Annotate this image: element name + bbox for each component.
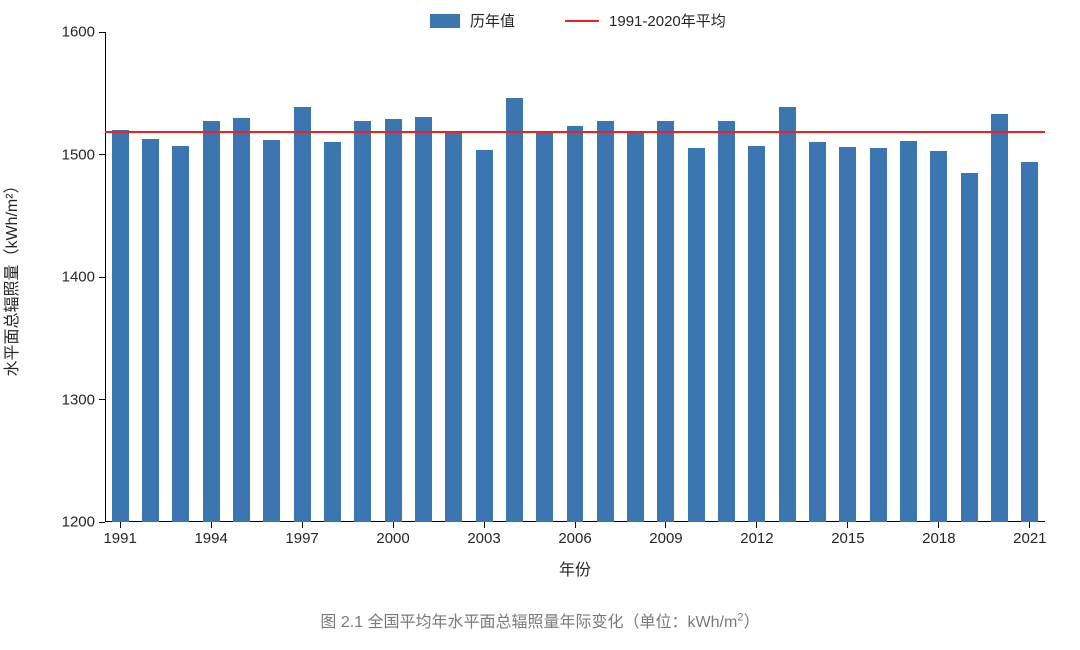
figure-caption: 图 2.1 全国平均年水平面总辐照量年际变化（单位：kWh/m2） xyxy=(320,608,759,632)
y-tick-label: 1400 xyxy=(62,269,105,286)
bar-2007 xyxy=(597,121,614,522)
bar-1998 xyxy=(324,142,341,522)
bar-2008 xyxy=(627,132,644,522)
bar-1999 xyxy=(354,121,371,522)
bar-1995 xyxy=(233,118,250,522)
x-tick-label: 2015 xyxy=(831,522,864,547)
legend-label: 历年值 xyxy=(470,10,515,31)
legend: 历年值 1991-2020年平均 xyxy=(430,10,726,31)
y-tick-label: 1500 xyxy=(62,146,105,163)
bar-2020 xyxy=(991,114,1008,522)
bar-2003 xyxy=(476,150,493,522)
bar-2002 xyxy=(445,132,462,522)
average-line xyxy=(105,131,1045,133)
bar-2019 xyxy=(961,173,978,522)
bar-2015 xyxy=(839,147,856,522)
bar-2005 xyxy=(536,132,553,522)
bar-2006 xyxy=(567,126,584,522)
legend-swatch-bar xyxy=(430,14,460,28)
legend-item: 历年值 xyxy=(430,10,515,31)
bar-1996 xyxy=(263,140,280,522)
bar-1997 xyxy=(294,107,311,522)
bar-1991 xyxy=(112,130,129,522)
bar-2011 xyxy=(718,121,735,522)
x-tick-label: 1997 xyxy=(285,522,318,547)
x-tick-label: 2018 xyxy=(922,522,955,547)
bar-1993 xyxy=(172,146,189,522)
legend-item: 1991-2020年平均 xyxy=(565,10,726,31)
y-tick-label: 1300 xyxy=(62,391,105,408)
y-axis-title: 水平面总辐照量（kWh/m²） xyxy=(0,177,22,376)
x-tick-label: 1991 xyxy=(103,522,136,547)
legend-swatch-line xyxy=(565,20,599,22)
bar-2012 xyxy=(748,146,765,522)
bar-2009 xyxy=(657,121,674,522)
y-tick-label: 1600 xyxy=(62,24,105,41)
plot-area: 1200130014001500160019911994199720002003… xyxy=(105,32,1045,522)
bar-2001 xyxy=(415,117,432,522)
chart-figure: 历年值1991-2020年平均 120013001400150016001991… xyxy=(0,0,1080,650)
bar-1992 xyxy=(142,139,159,522)
bar-2018 xyxy=(930,151,947,522)
x-tick-label: 1994 xyxy=(194,522,227,547)
bar-1994 xyxy=(203,121,220,522)
bar-2000 xyxy=(385,119,402,522)
legend-label: 1991-2020年平均 xyxy=(609,10,726,31)
bar-2010 xyxy=(688,148,705,522)
x-tick-label: 2009 xyxy=(649,522,682,547)
bar-2013 xyxy=(779,107,796,522)
y-axis-line xyxy=(105,32,106,522)
bar-2016 xyxy=(870,148,887,522)
x-tick-label: 2003 xyxy=(467,522,500,547)
x-axis-title: 年份 xyxy=(559,556,591,580)
bar-2017 xyxy=(900,141,917,522)
bar-2014 xyxy=(809,142,826,522)
x-tick-label: 2012 xyxy=(740,522,773,547)
x-tick-label: 2021 xyxy=(1013,522,1046,547)
x-tick-label: 2000 xyxy=(376,522,409,547)
bar-2004 xyxy=(506,98,523,522)
chart-wrap: 历年值1991-2020年平均 120013001400150016001991… xyxy=(0,0,1080,650)
y-tick-label: 1200 xyxy=(62,514,105,531)
x-tick-label: 2006 xyxy=(558,522,591,547)
bar-2021 xyxy=(1021,162,1038,522)
